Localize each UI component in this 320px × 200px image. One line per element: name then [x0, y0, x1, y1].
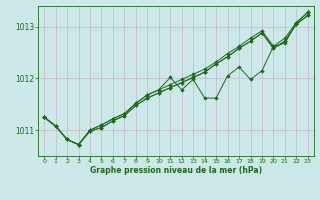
X-axis label: Graphe pression niveau de la mer (hPa): Graphe pression niveau de la mer (hPa): [90, 166, 262, 175]
